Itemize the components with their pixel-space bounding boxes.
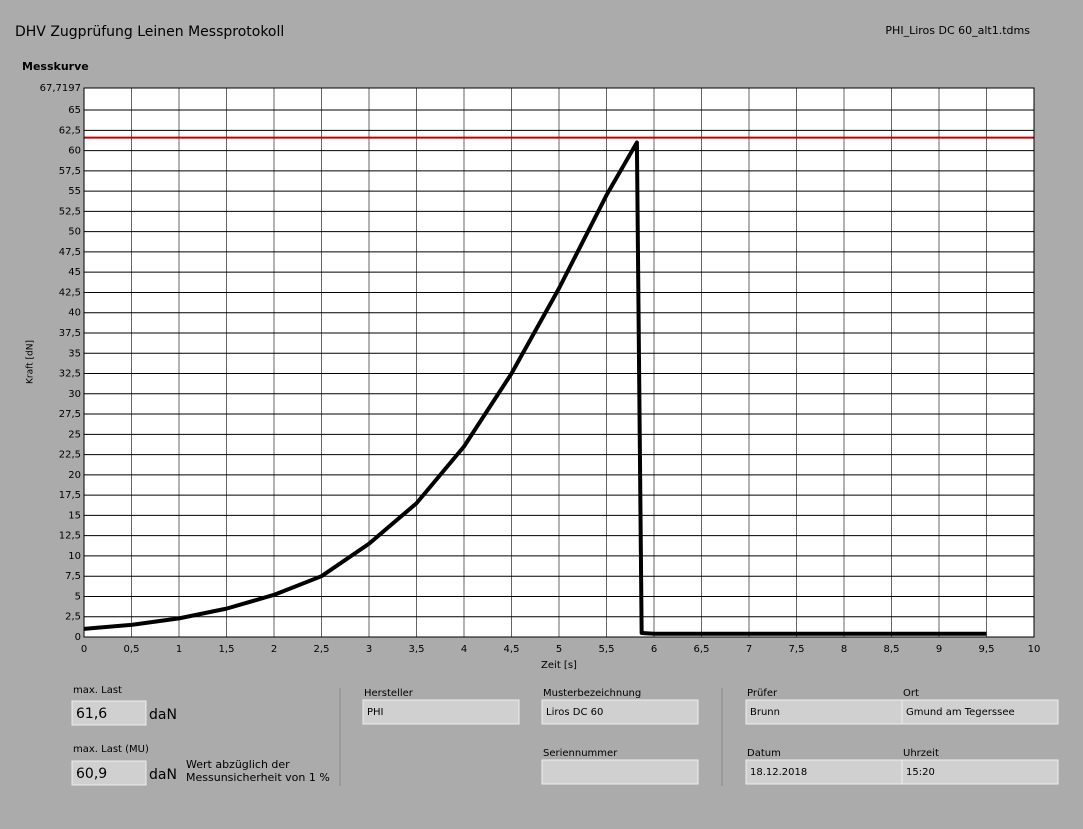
field-box <box>901 759 1059 785</box>
y-tick-label: 2,5 <box>65 612 81 623</box>
y-tick-label: 55 <box>68 186 81 197</box>
field-box <box>745 759 903 785</box>
field-label: Prüfer <box>747 688 778 699</box>
mu-note: Wert abzüglich der <box>186 758 290 771</box>
x-axis-label: Zeit [s] <box>541 660 577 671</box>
field-label: Seriennummer <box>543 748 618 759</box>
y-tick-label: 60 <box>68 146 81 157</box>
field-value: Gmund am Tegerssee <box>906 707 1015 718</box>
field-box <box>901 699 1059 725</box>
field-label: Ort <box>903 688 919 699</box>
x-tick-label: 7,5 <box>789 644 805 655</box>
field-value: Liros DC 60 <box>546 707 603 718</box>
y-tick-label: 57,5 <box>59 166 81 177</box>
y-tick-label: 47,5 <box>59 247 81 258</box>
plot: 02,557,51012,51517,52022,52527,53032,535… <box>40 83 1041 655</box>
y-tick-label: 35 <box>68 348 81 359</box>
chart-title: Messkurve <box>22 60 89 73</box>
x-tick-label: 6 <box>651 644 657 655</box>
x-tick-label: 0 <box>81 644 87 655</box>
y-tick-label: 25 <box>68 429 81 440</box>
x-tick-label: 1,5 <box>219 644 235 655</box>
x-tick-label: 2,5 <box>314 644 330 655</box>
y-tick-label: 50 <box>68 227 81 238</box>
x-tick-label: 5,5 <box>599 644 615 655</box>
mu-label: max. Last (MU) <box>73 744 149 755</box>
report-title: DHV Zugprüfung Leinen Messprotokoll <box>15 24 284 40</box>
x-tick-label: 6,5 <box>694 644 710 655</box>
mu-note: Messunsicherheit von 1 % <box>186 771 330 784</box>
y-tick-label: 52,5 <box>59 206 81 217</box>
field-value: Brunn <box>750 707 780 718</box>
field-label: Uhrzeit <box>903 748 939 759</box>
y-tick-label: 0 <box>75 632 81 643</box>
x-tick-label: 3 <box>366 644 372 655</box>
field-label: Datum <box>747 748 781 759</box>
fields: Hersteller PHI Musterbezeichnung Liros DC 6… <box>362 688 1059 785</box>
file-name: PHI_Liros DC 60_alt1.tdms <box>885 24 1030 37</box>
y-tick-label: 42,5 <box>59 287 81 298</box>
y-tick-label: 32,5 <box>59 369 81 380</box>
y-tick-label: 5 <box>75 591 81 602</box>
x-tick-label: 2 <box>271 644 277 655</box>
x-tick-label: 8,5 <box>884 644 900 655</box>
x-tick-label: 5 <box>556 644 562 655</box>
y-tick-label: 45 <box>68 267 81 278</box>
field-box <box>745 699 903 725</box>
y-tick-label: 65 <box>68 105 81 116</box>
field-label: Hersteller <box>364 688 414 699</box>
y-tick-label: 67,7197 <box>40 83 81 94</box>
measurement-curve <box>83 140 987 636</box>
y-tick-label: 17,5 <box>59 490 81 501</box>
x-tick-label: 9,5 <box>979 644 995 655</box>
mu-unit: daN <box>149 767 177 783</box>
mu-value: 60,9 <box>76 766 107 782</box>
field-box <box>541 759 699 785</box>
y-tick-label: 40 <box>68 308 81 319</box>
field-label: Musterbezeichnung <box>543 688 641 699</box>
y-tick-label: 27,5 <box>59 409 81 420</box>
field-box <box>362 699 520 725</box>
plot-border <box>83 87 1035 638</box>
x-tick-label: 0,5 <box>124 644 140 655</box>
y-tick-label: 7,5 <box>65 571 81 582</box>
x-tick-label: 7 <box>746 644 752 655</box>
y-axis-label: Kraft [dN] <box>26 340 36 384</box>
max-value: 61,6 <box>76 706 107 722</box>
field-value: 18.12.2018 <box>750 767 807 778</box>
field-box <box>541 699 699 725</box>
y-tick-label: 12,5 <box>59 531 81 542</box>
mu-box <box>71 760 147 786</box>
x-tick-label: 4 <box>461 644 467 655</box>
x-tick-label: 3,5 <box>409 644 425 655</box>
x-tick-label: 8 <box>841 644 847 655</box>
x-tick-label: 9 <box>936 644 942 655</box>
max-label: max. Last <box>73 685 122 696</box>
x-tick-label: 4,5 <box>504 644 520 655</box>
max-box <box>71 700 147 726</box>
y-tick-label: 62,5 <box>59 125 81 136</box>
x-tick-label: 1 <box>176 644 182 655</box>
y-tick-label: 30 <box>68 389 81 400</box>
y-tick-label: 37,5 <box>59 328 81 339</box>
max-unit: daN <box>149 707 177 723</box>
y-tick-label: 22,5 <box>59 450 81 461</box>
y-tick-label: 10 <box>68 551 81 562</box>
field-value: PHI <box>367 707 384 718</box>
y-tick-label: 20 <box>68 470 81 481</box>
y-tick-label: 15 <box>68 510 81 521</box>
field-value: 15:20 <box>906 767 935 778</box>
x-tick-label: 10 <box>1028 644 1041 655</box>
